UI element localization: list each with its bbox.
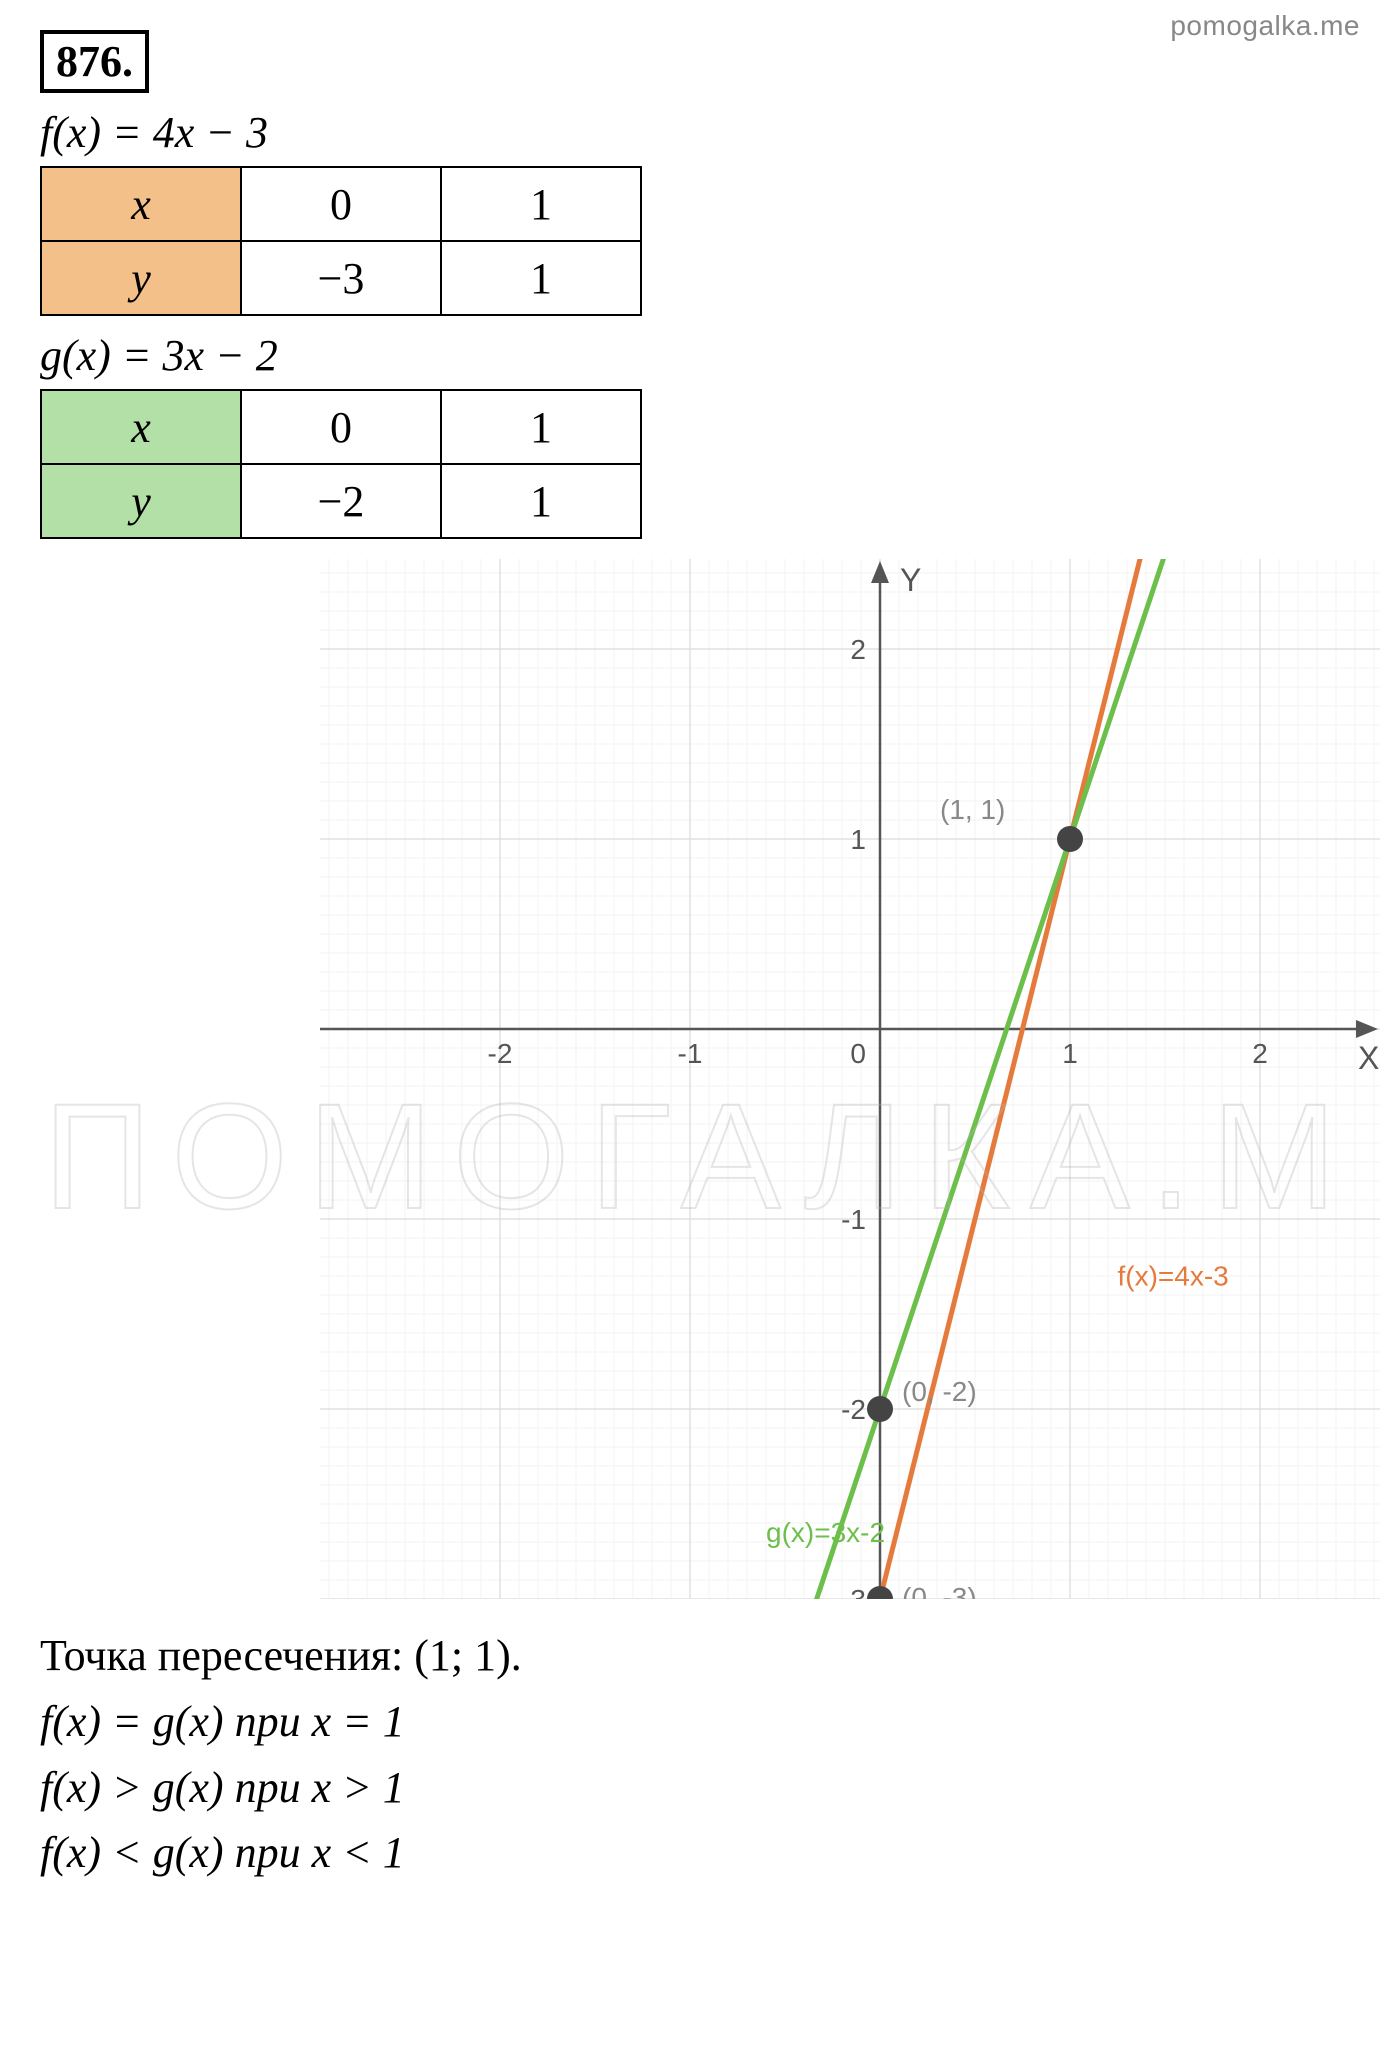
- equation-g-text: g(x) = 3x − 2: [40, 331, 278, 380]
- svg-text:g(x)=3x-2: g(x)=3x-2: [766, 1517, 885, 1548]
- table-g-y1: 1: [441, 464, 641, 538]
- table-g-y-label: y: [41, 464, 241, 538]
- table-f-y-label: y: [41, 241, 241, 315]
- table-f-x1: 1: [441, 167, 641, 241]
- conclusion: Точка пересечения: (1; 1). f(x) = g(x) п…: [40, 1624, 1360, 1885]
- svg-text:1: 1: [850, 824, 866, 855]
- chart-svg: -2-112-4-3-2-1120XYf(x)=4x-3g(x)=3x-2(1,…: [320, 559, 1380, 1599]
- table-g-x0: 0: [241, 390, 441, 464]
- svg-text:2: 2: [850, 634, 866, 665]
- svg-text:-2: -2: [841, 1394, 866, 1425]
- svg-text:-3: -3: [841, 1584, 866, 1599]
- svg-text:-1: -1: [841, 1204, 866, 1235]
- svg-text:0: 0: [850, 1038, 866, 1069]
- problem-number: 876.: [40, 30, 149, 93]
- svg-text:(0, -2): (0, -2): [902, 1376, 977, 1407]
- svg-text:(0, -3): (0, -3): [902, 1582, 977, 1599]
- svg-text:(1, 1): (1, 1): [940, 794, 1005, 825]
- conclusion-lt: f(x) < g(x) при x < 1: [40, 1821, 1360, 1885]
- site-watermark: pomogalka.me: [1170, 10, 1360, 42]
- equation-g: g(x) = 3x − 2: [40, 330, 1360, 381]
- svg-text:2: 2: [1252, 1038, 1268, 1069]
- table-g-y0: −2: [241, 464, 441, 538]
- table-g-x-label: x: [41, 390, 241, 464]
- conclusion-eq: f(x) = g(x) при x = 1: [40, 1690, 1360, 1754]
- conclusion-intersection: Точка пересечения: (1; 1).: [40, 1624, 1360, 1688]
- problem-number-box: 876.: [40, 30, 1360, 93]
- table-f: x 0 1 y −3 1: [40, 166, 642, 316]
- table-f-y1: 1: [441, 241, 641, 315]
- equation-f-text: f(x) = 4x − 3: [40, 108, 268, 157]
- table-g-x1: 1: [441, 390, 641, 464]
- svg-text:X: X: [1358, 1040, 1379, 1076]
- svg-text:Y: Y: [900, 562, 921, 598]
- svg-text:1: 1: [1062, 1038, 1078, 1069]
- conclusion-gt: f(x) > g(x) при x > 1: [40, 1756, 1360, 1820]
- svg-text:-1: -1: [678, 1038, 703, 1069]
- table-g: x 0 1 y −2 1: [40, 389, 642, 539]
- svg-text:f(x)=4x-3: f(x)=4x-3: [1118, 1261, 1229, 1292]
- table-f-x-label: x: [41, 167, 241, 241]
- equation-f: f(x) = 4x − 3: [40, 107, 1360, 158]
- svg-text:-2: -2: [488, 1038, 513, 1069]
- table-f-y0: −3: [241, 241, 441, 315]
- table-f-x0: 0: [241, 167, 441, 241]
- chart-container: -2-112-4-3-2-1120XYf(x)=4x-3g(x)=3x-2(1,…: [320, 559, 1360, 1604]
